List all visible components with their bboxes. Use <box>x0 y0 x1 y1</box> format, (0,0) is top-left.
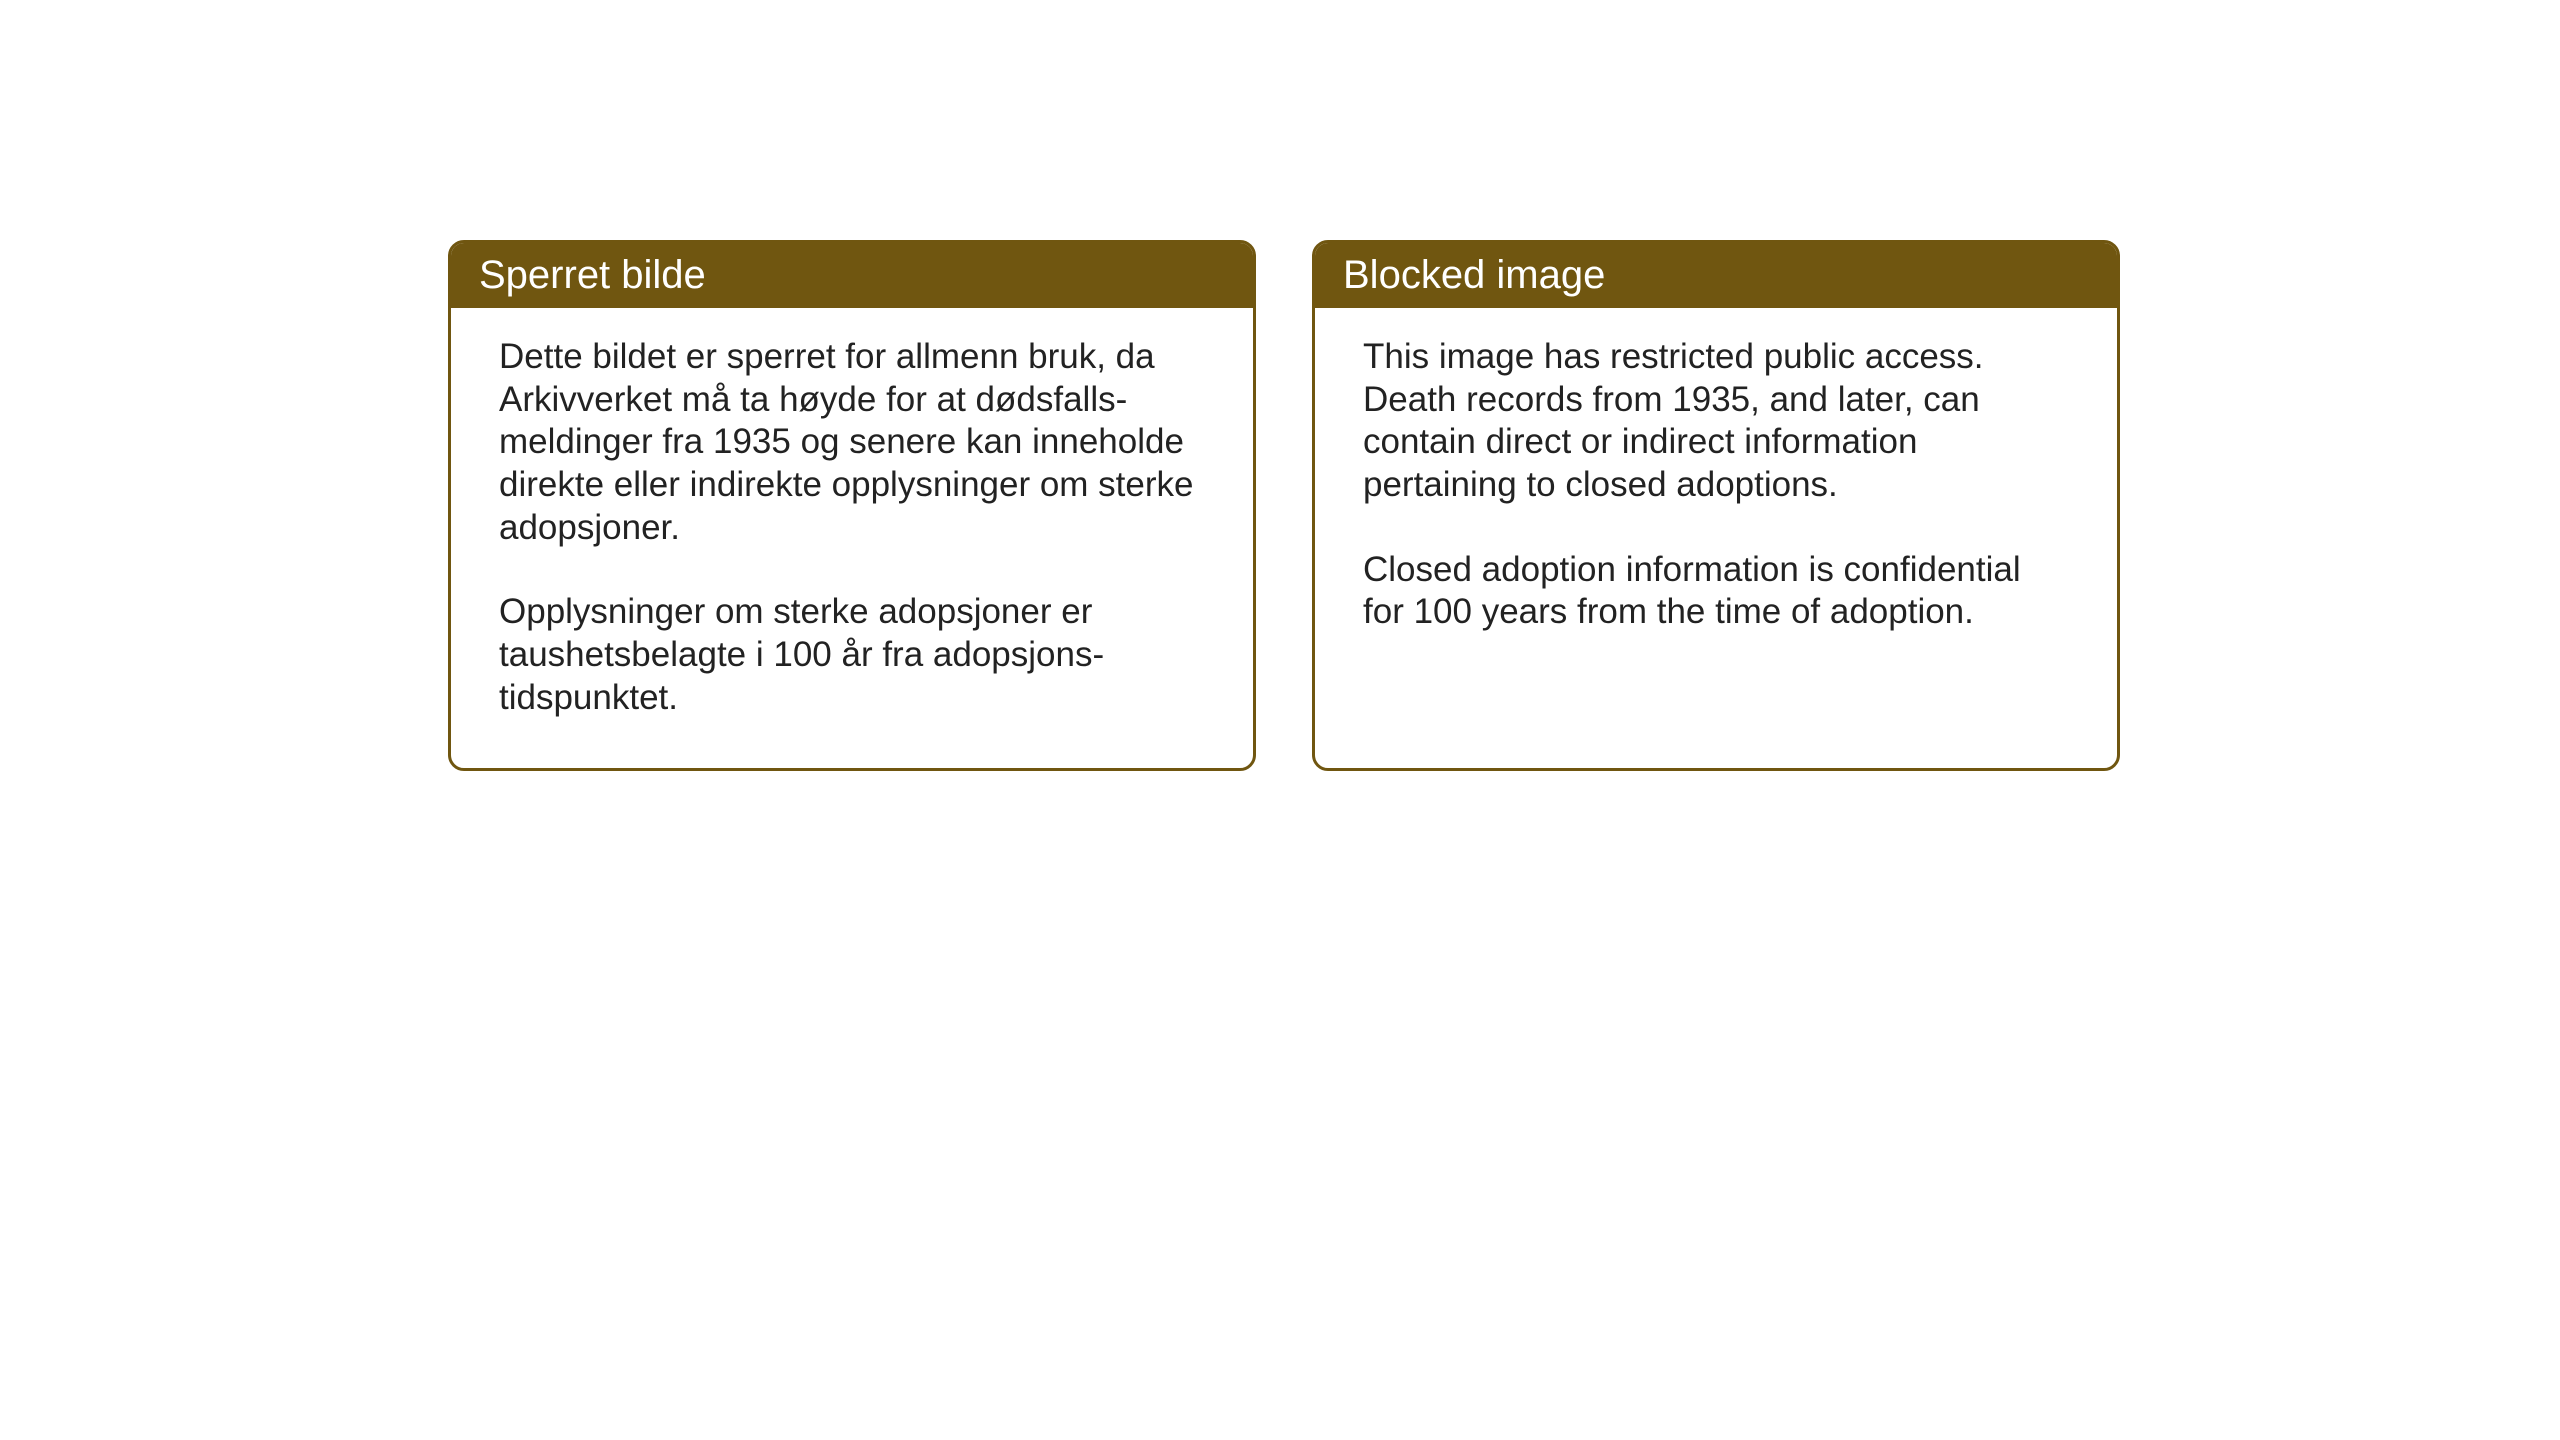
norwegian-paragraph-1: Dette bildet er sperret for allmenn bruk… <box>499 336 1205 549</box>
norwegian-paragraph-2: Opplysninger om sterke adopsjoner er tau… <box>499 591 1205 719</box>
english-notice-card: Blocked image This image has restricted … <box>1312 240 2120 771</box>
english-card-header: Blocked image <box>1315 243 2117 308</box>
english-card-body: This image has restricted public access.… <box>1315 308 2117 740</box>
norwegian-card-body: Dette bildet er sperret for allmenn bruk… <box>451 308 1253 768</box>
notice-cards-container: Sperret bilde Dette bildet er sperret fo… <box>448 240 2120 771</box>
english-paragraph-1: This image has restricted public access.… <box>1363 336 2069 507</box>
english-paragraph-2: Closed adoption information is confident… <box>1363 549 2069 634</box>
norwegian-notice-card: Sperret bilde Dette bildet er sperret fo… <box>448 240 1256 771</box>
english-card-title: Blocked image <box>1343 253 1605 297</box>
norwegian-card-title: Sperret bilde <box>479 253 706 297</box>
norwegian-card-header: Sperret bilde <box>451 243 1253 308</box>
